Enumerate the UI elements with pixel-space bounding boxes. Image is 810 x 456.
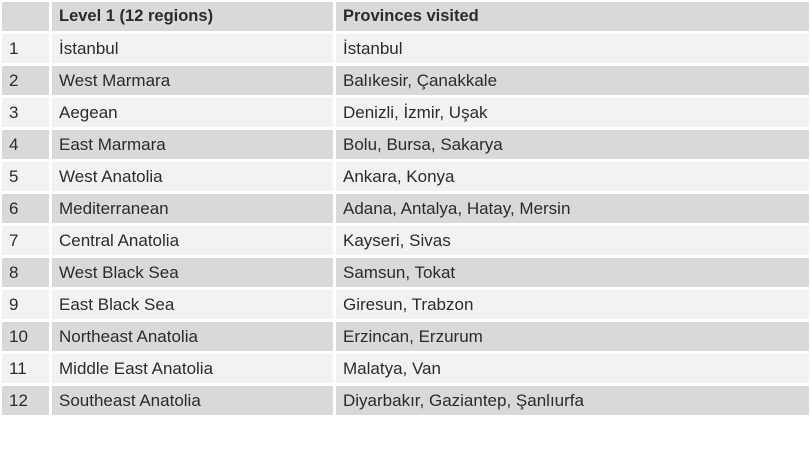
provinces-visited: Erzincan, Erzurum: [336, 322, 809, 351]
row-number: 4: [2, 130, 49, 159]
provinces-visited: Adana, Antalya, Hatay, Mersin: [336, 194, 809, 223]
provinces-visited: Denizli, İzmir, Uşak: [336, 98, 809, 127]
provinces-visited: Diyarbakır, Gaziantep, Şanlıurfa: [336, 386, 809, 415]
region-name: West Anatolia: [52, 162, 333, 191]
provinces-visited: İstanbul: [336, 34, 809, 63]
row-number: 2: [2, 66, 49, 95]
row-number: 9: [2, 290, 49, 319]
regions-table: Level 1 (12 regions) Provinces visited 1…: [2, 2, 809, 415]
row-number: 10: [2, 322, 49, 351]
row-number: 8: [2, 258, 49, 287]
table-row: 4 East Marmara Bolu, Bursa, Sakarya: [2, 130, 809, 159]
header-number: [2, 2, 49, 31]
row-number: 5: [2, 162, 49, 191]
table-row: 7 Central Anatolia Kayseri, Sivas: [2, 226, 809, 255]
provinces-visited: Ankara, Konya: [336, 162, 809, 191]
region-name: Aegean: [52, 98, 333, 127]
table-row: 8 West Black Sea Samsun, Tokat: [2, 258, 809, 287]
region-name: Mediterranean: [52, 194, 333, 223]
table-row: 6 Mediterranean Adana, Antalya, Hatay, Mer…: [2, 194, 809, 223]
header-provinces: Provinces visited: [336, 2, 809, 31]
region-name: Central Anatolia: [52, 226, 333, 255]
row-number: 6: [2, 194, 49, 223]
provinces-visited: Kayseri, Sivas: [336, 226, 809, 255]
table-row: 2 West Marmara Balıkesir, Çanakkale: [2, 66, 809, 95]
row-number: 12: [2, 386, 49, 415]
region-name: Middle East Anatolia: [52, 354, 333, 383]
header-row: Level 1 (12 regions) Provinces visited: [2, 2, 809, 31]
region-name: İstanbul: [52, 34, 333, 63]
table-row: 11 Middle East Anatolia Malatya, Van: [2, 354, 809, 383]
row-number: 11: [2, 354, 49, 383]
row-number: 3: [2, 98, 49, 127]
table-row: 12 Southeast Anatolia Diyarbakır, Gaziante…: [2, 386, 809, 415]
region-name: West Black Sea: [52, 258, 333, 287]
provinces-visited: Malatya, Van: [336, 354, 809, 383]
region-name: West Marmara: [52, 66, 333, 95]
provinces-visited: Balıkesir, Çanakkale: [336, 66, 809, 95]
region-name: Southeast Anatolia: [52, 386, 333, 415]
region-name: Northeast Anatolia: [52, 322, 333, 351]
table-row: 9 East Black Sea Giresun, Trabzon: [2, 290, 809, 319]
row-number: 7: [2, 226, 49, 255]
provinces-visited: Giresun, Trabzon: [336, 290, 809, 319]
table-row: 10 Northeast Anatolia Erzincan, Erzurum: [2, 322, 809, 351]
table-row: 1 İstanbul İstanbul: [2, 34, 809, 63]
header-region: Level 1 (12 regions): [52, 2, 333, 31]
region-name: East Marmara: [52, 130, 333, 159]
provinces-visited: Samsun, Tokat: [336, 258, 809, 287]
table-row: 5 West Anatolia Ankara, Konya: [2, 162, 809, 191]
provinces-visited: Bolu, Bursa, Sakarya: [336, 130, 809, 159]
region-name: East Black Sea: [52, 290, 333, 319]
row-number: 1: [2, 34, 49, 63]
table-row: 3 Aegean Denizli, İzmir, Uşak: [2, 98, 809, 127]
